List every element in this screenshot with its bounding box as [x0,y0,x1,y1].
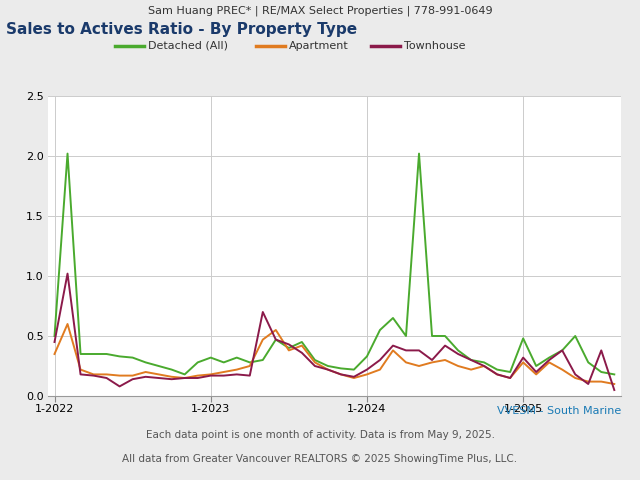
Text: Apartment: Apartment [289,41,349,50]
Text: Detached (All): Detached (All) [148,41,228,50]
Text: Sam Huang PREC* | RE/MAX Select Properties | 778-991-0649: Sam Huang PREC* | RE/MAX Select Properti… [148,5,492,16]
Text: All data from Greater Vancouver REALTORS © 2025 ShowingTime Plus, LLC.: All data from Greater Vancouver REALTORS… [122,454,518,464]
Text: Each data point is one month of activity. Data is from May 9, 2025.: Each data point is one month of activity… [145,430,495,440]
Text: VVESM - South Marine: VVESM - South Marine [497,406,621,416]
Text: Sales to Actives Ratio - By Property Type: Sales to Actives Ratio - By Property Typ… [6,22,358,36]
Text: Townhouse: Townhouse [404,41,466,50]
